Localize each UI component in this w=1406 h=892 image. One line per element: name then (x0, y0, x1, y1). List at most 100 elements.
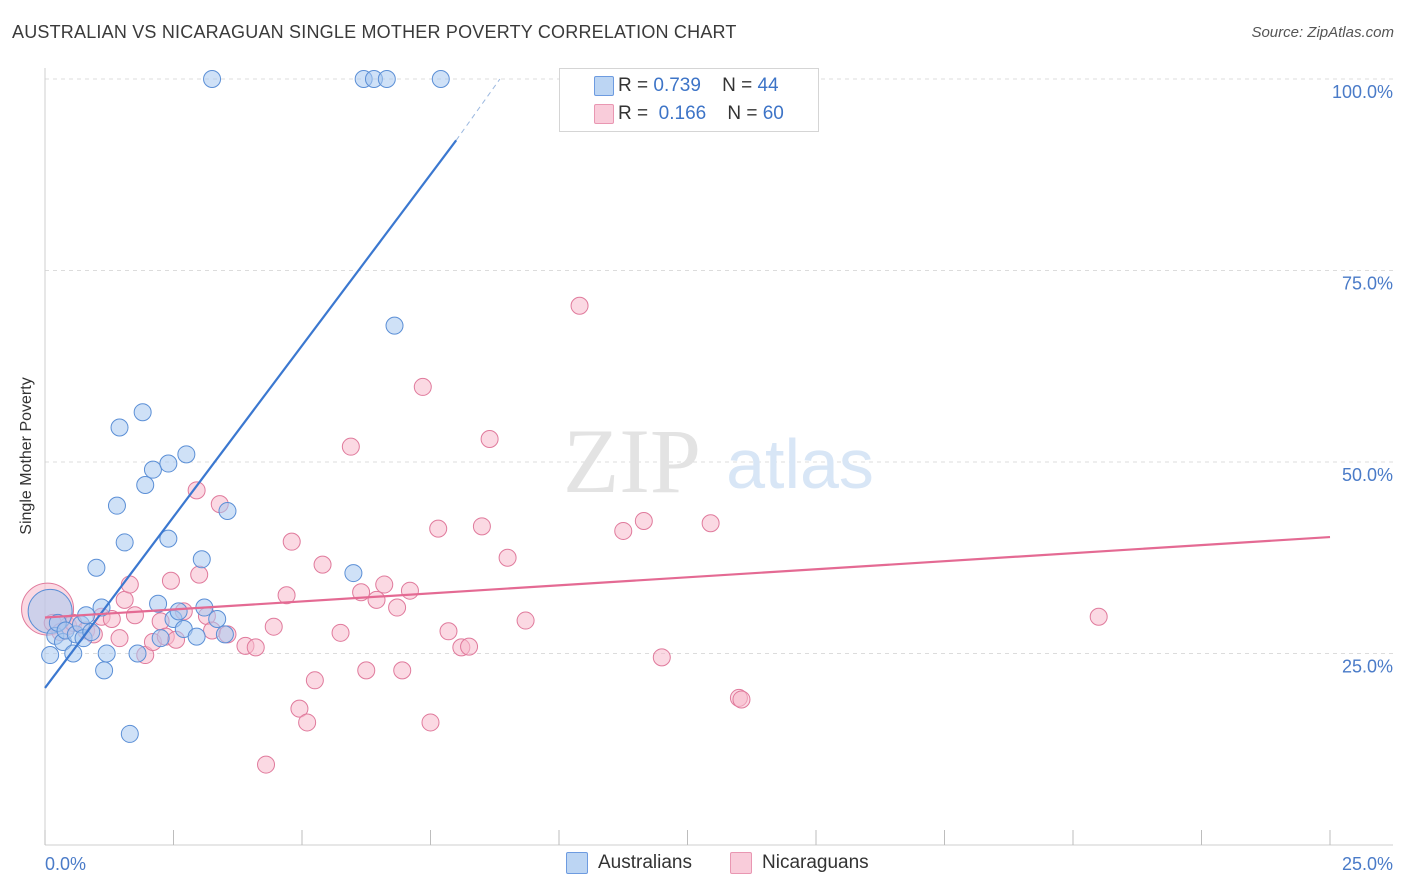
axes (44, 68, 1393, 846)
nicaraguans-point (305, 671, 324, 690)
nicaraguans-point (246, 638, 265, 657)
australians-point (143, 460, 162, 479)
legend-n-value: 44 (757, 75, 779, 96)
tick-labels: 25.0% 50.0% 75.0% 100.0% 0.0% 25.0% (45, 82, 1393, 874)
australians-point (192, 550, 211, 569)
nicaraguans-point (257, 755, 276, 774)
nicaraguans-point (634, 511, 653, 530)
australians-point (97, 644, 116, 663)
nicaraguans-point (732, 690, 751, 709)
nicaraguans-point (367, 590, 386, 609)
x-tick-label: 0.0% (45, 854, 86, 874)
nicaraguans-point (375, 575, 394, 594)
australians-point (203, 70, 222, 88)
trend-lines (44, 78, 1331, 689)
australians-point (107, 496, 126, 515)
nicaraguans-point (388, 598, 407, 617)
nicaraguans-point (498, 548, 517, 567)
legend-row-australians: R = 0.739 N = 44 (594, 73, 779, 99)
bottom-legend-swatch-australians (566, 852, 588, 874)
australians-point (128, 644, 147, 663)
australians-point (92, 598, 111, 617)
bottom-legend-label-nicaraguans: Nicaraguans (762, 852, 869, 873)
watermark: ZIP atlas (563, 410, 874, 512)
australians-point (169, 602, 188, 621)
australians-point (82, 623, 101, 642)
legend-swatch-australians (594, 76, 614, 96)
watermark-zip: ZIP (563, 410, 701, 512)
australians-point (385, 316, 404, 335)
australians-trend-extension (455, 78, 501, 141)
y-tick-label: 100.0% (1332, 82, 1393, 102)
x-tick-label: 25.0% (1342, 854, 1393, 874)
nicaraguans-point (264, 617, 283, 636)
nicaraguans-point (393, 661, 412, 680)
nicaraguans-point (429, 519, 448, 538)
australians-point (377, 70, 396, 88)
australians-point (136, 475, 155, 494)
australians-point (110, 418, 129, 437)
australians-point (159, 529, 178, 548)
australians-point (215, 625, 234, 644)
nicaraguans-point (290, 699, 309, 718)
australians-point (149, 594, 168, 613)
bottom-legend-swatch-nicaraguans (730, 852, 752, 874)
australians-point (115, 533, 134, 552)
australians-trend-line (44, 139, 458, 689)
nicaraguans-point (298, 713, 317, 732)
australians-point (218, 502, 237, 521)
nicaraguans-points (21, 296, 1108, 774)
australians-point (41, 646, 60, 665)
nicaraguans-point (413, 377, 432, 396)
bottom-legend-australians: Australians (566, 852, 692, 874)
nicaraguans-trend-line (44, 535, 1331, 619)
australians-point (187, 627, 206, 646)
australians-point (159, 454, 178, 473)
australians-point (95, 661, 114, 680)
nicaraguans-point (400, 581, 419, 600)
legend-row-nicaraguans: R = 0.166 N = 60 (594, 101, 784, 127)
nicaraguans-point (125, 606, 144, 625)
australians-point (344, 564, 363, 583)
australians-point (177, 445, 196, 464)
legend-r-label: R = (618, 103, 649, 124)
nicaraguans-point (472, 517, 491, 536)
legend-swatch-nicaraguans (594, 104, 614, 124)
y-tick-label: 75.0% (1342, 274, 1393, 294)
bottom-legend-nicaraguans: Nicaraguans (730, 852, 869, 874)
nicaraguans-point (614, 521, 633, 540)
legend-r-label: R = (618, 75, 649, 96)
chart-title: AUSTRALIAN VS NICARAGUAN SINGLE MOTHER P… (12, 22, 737, 42)
nicaraguans-point (439, 622, 458, 641)
y-tick-label: 25.0% (1342, 657, 1393, 677)
nicaraguans-point (277, 586, 296, 605)
australians-point (208, 610, 227, 629)
australians-point (133, 403, 152, 422)
nicaraguans-point (421, 713, 440, 732)
legend-n-label: N = (727, 103, 758, 124)
legend-r-value: 0.739 (653, 75, 701, 96)
legend-r-value: 0.166 (658, 103, 707, 124)
correlation-legend: R = 0.739 N = 44 R = 0.166 N = 60 (559, 68, 819, 132)
grid-lines (45, 78, 1393, 654)
nicaraguans-point (331, 623, 350, 642)
nicaraguans-point (102, 610, 121, 629)
australians-point (87, 558, 106, 577)
nicaraguans-point (190, 565, 209, 584)
nicaraguans-point (460, 637, 479, 656)
australians-point (151, 629, 170, 648)
nicaraguans-point (652, 648, 671, 667)
nicaraguans-point (161, 571, 180, 590)
bottom-legend-label-australians: Australians (598, 852, 692, 873)
nicaraguans-point (516, 611, 535, 630)
y-tick-label: 50.0% (1342, 465, 1393, 485)
nicaraguans-point (187, 481, 206, 500)
australians-point (431, 70, 450, 88)
nicaraguans-point (313, 555, 332, 574)
nicaraguans-point (480, 430, 499, 449)
australians-point (120, 724, 139, 743)
legend-n-label: N = (722, 75, 753, 96)
nicaraguans-point (570, 296, 589, 315)
nicaraguans-point (282, 532, 301, 551)
